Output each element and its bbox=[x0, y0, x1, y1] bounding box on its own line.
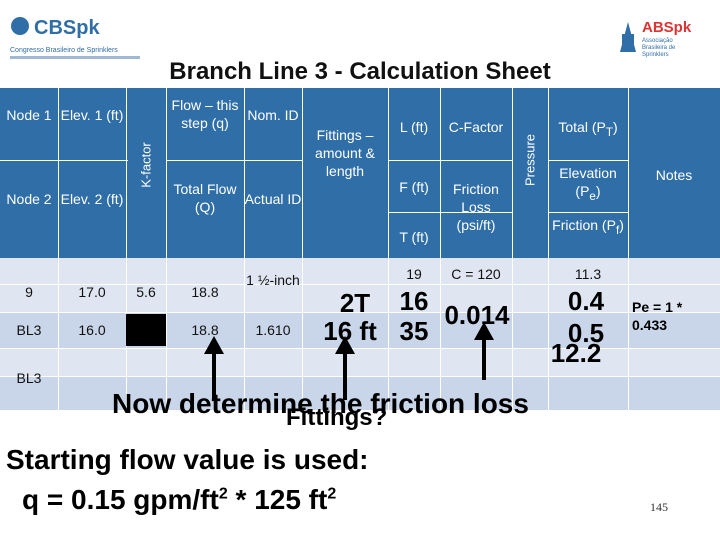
svg-text:Associação: Associação bbox=[642, 38, 673, 44]
friction-loss-value: 0.014 bbox=[444, 300, 510, 330]
header-notes: Notes bbox=[655, 167, 693, 183]
row2-node: BL3 bbox=[16, 322, 42, 338]
abspk-logo: ABSpk Associação Brasileira de Sprinkler… bbox=[610, 14, 714, 64]
row3-node: BL3 bbox=[16, 370, 42, 386]
row2-elev: 16.0 bbox=[78, 322, 106, 338]
k-factor-blank bbox=[126, 314, 166, 346]
header-f-ft: F (ft) bbox=[399, 179, 429, 195]
fittings-count: 2T bbox=[339, 288, 371, 318]
row1-k: 5.6 bbox=[136, 284, 156, 300]
length-value: 16 bbox=[399, 286, 429, 316]
row2-flow: 18.8 bbox=[191, 322, 219, 338]
header-elev-2: Elev. 2 (ft) bbox=[60, 191, 124, 207]
row1-flow: 18.8 bbox=[191, 284, 219, 300]
svg-text:Sprinklers: Sprinklers bbox=[642, 52, 669, 58]
header-c-factor: C-Factor bbox=[448, 119, 504, 135]
svg-text:Brasileira de: Brasileira de bbox=[642, 45, 676, 51]
svg-text:CBSpk: CBSpk bbox=[34, 17, 100, 39]
svg-text:ABSpk: ABSpk bbox=[642, 19, 692, 36]
header-total-flow: Total Flow (Q) bbox=[173, 181, 237, 215]
fittings-length: 16 ft bbox=[323, 316, 377, 346]
slide-title: Branch Line 3 - Calculation Sheet bbox=[169, 58, 551, 85]
header-fittings: Fittings – amount & length bbox=[315, 127, 375, 179]
row2-actual-id: 1.610 bbox=[255, 322, 291, 338]
elevation-pressure-value: 0.4 bbox=[567, 286, 605, 316]
cbspk-logo: CBSpk Congresso Brasileiro de Sprinklers bbox=[6, 12, 146, 66]
header-elevation: Elevation (Pe) bbox=[559, 165, 617, 203]
row1-node: 9 bbox=[25, 284, 33, 300]
header-l-ft: L (ft) bbox=[399, 119, 429, 135]
table-header bbox=[0, 88, 720, 258]
header-flow-step: Flow – this step (q) bbox=[171, 97, 239, 131]
row1-nom-id: 1 ½-inch bbox=[246, 272, 300, 288]
header-node-2: Node 2 bbox=[6, 191, 52, 207]
row1-elev: 17.0 bbox=[78, 284, 106, 300]
header-actual-id: Actual ID bbox=[244, 191, 302, 207]
fittings-question: Fittings? bbox=[286, 404, 388, 431]
row1-c-factor: C = 120 bbox=[451, 266, 501, 282]
header-friction-loss: Friction Loss (psi/ft) bbox=[453, 181, 499, 233]
header-nom-id: Nom. ID bbox=[247, 107, 299, 123]
flow-formula: q = 0.15 gpm/ft2 * 125 ft2 bbox=[22, 484, 337, 515]
row1-total-pressure: 11.3 bbox=[574, 266, 602, 282]
page-number: 145 bbox=[650, 500, 668, 514]
total-length-value: 35 bbox=[399, 316, 429, 346]
svg-text:Congresso Brasileiro de Sprink: Congresso Brasileiro de Sprinklers bbox=[10, 47, 118, 54]
elevation-note: Pe = 1 * 0.433 bbox=[632, 299, 683, 333]
friction-pressure-value: 0.5 bbox=[567, 318, 605, 348]
instruction-line-2: Starting flow value is used: bbox=[6, 444, 369, 475]
total-pressure-value: 12.2 bbox=[550, 338, 602, 368]
header-t-ft: T (ft) bbox=[399, 229, 429, 245]
header-total-pt: Total (PT) bbox=[558, 119, 618, 139]
row1-length: 19 bbox=[406, 266, 422, 282]
header-friction: Friction (Pf) bbox=[552, 217, 624, 237]
instruction-line-1: Now determine the friction loss bbox=[112, 388, 529, 419]
header-node-1: Node 1 bbox=[6, 107, 52, 123]
header-elev-1: Elev. 1 (ft) bbox=[60, 107, 124, 123]
